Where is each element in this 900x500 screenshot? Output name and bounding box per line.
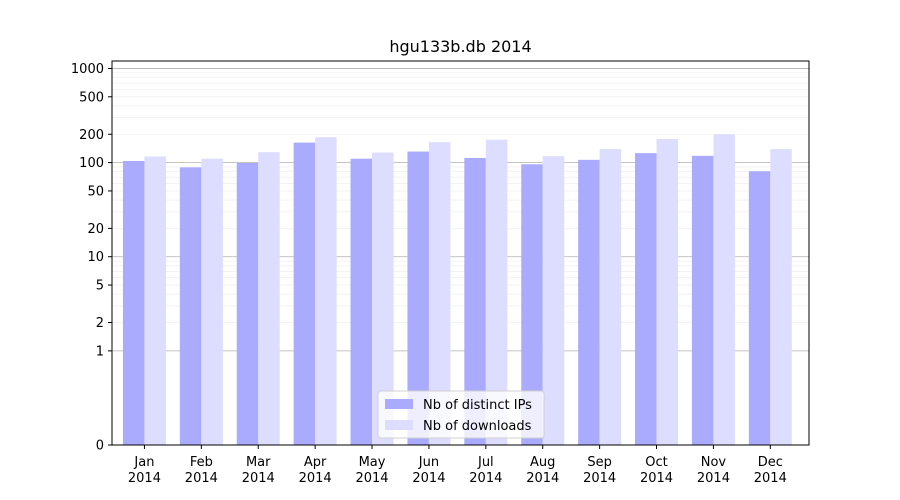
x-tick-label: May 2014 [355,455,388,486]
bar-downloads [599,149,622,445]
bar-downloads [372,152,394,445]
x-tick-label: Aug 2014 [526,455,559,486]
y-tick-label: 500 [79,90,104,105]
x-tick-label: Nov 2014 [697,455,730,486]
legend-box [377,390,545,439]
x-tick-label: Jun 2014 [412,455,445,486]
bar-distinct-ips [179,167,202,446]
x-axis: Jan 2014 Feb 2014 Mar 2014 Apr 2014 May 2014 Jun 20… [128,445,787,486]
legend-swatch [385,420,413,430]
bar-downloads [542,156,565,445]
x-tick-label: Apr 2014 [299,455,332,486]
y-tick-label: 2 [96,316,104,331]
y-axis: 0 1 2 5 10 20 50 100 200 500 1000 [71,62,112,454]
bar-distinct-ips [635,153,657,445]
y-tick-label: 1000 [71,62,104,77]
bar-distinct-ips [122,160,145,445]
legend: Nb of distinct IPs Nb of downloads [377,390,545,439]
chart-title: hgu133b.db 2014 [389,37,531,56]
bar-distinct-ips [407,151,429,445]
bar-downloads [770,149,792,445]
bar-downloads [144,156,166,446]
bar-downloads [315,137,337,446]
legend-label: Nb of distinct IPs [423,398,532,413]
bar-downloads [201,158,223,445]
y-tick-label: 20 [87,222,104,237]
bar-distinct-ips [748,171,771,445]
x-tick-label: Oct 2014 [640,455,673,486]
x-tick-label: Jan 2014 [128,455,161,486]
bar-distinct-ips [350,158,373,445]
bar-distinct-ips [236,163,259,445]
bar-downloads [485,139,508,446]
bar-distinct-ips [464,157,486,446]
x-tick-label: Mar 2014 [242,455,275,486]
x-tick-label: Dec 2014 [754,455,787,486]
x-tick-label: Jul 2014 [469,455,502,486]
bars [122,134,792,446]
y-tick-label: 50 [87,184,104,199]
bar-downloads [428,142,451,446]
y-tick-label: 5 [96,279,104,294]
bar-distinct-ips [578,159,600,446]
plot-frame [111,60,810,446]
legend-swatch [385,399,413,409]
y-tick-label: 1 [96,344,104,359]
x-tick-label: Feb 2014 [185,455,218,486]
bar-distinct-ips [293,142,316,445]
y-tick-label: 0 [96,439,104,454]
bar-distinct-ips [691,155,714,445]
y-tick-label: 10 [87,250,104,265]
bar-distinct-ips [521,164,543,445]
x-tick-label: Sep 2014 [583,455,616,486]
bar-downloads [713,134,735,445]
y-tick-label: 100 [79,156,104,171]
bar-downloads [258,152,280,445]
y-tick-label: 200 [79,128,104,143]
legend-label: Nb of downloads [423,419,532,434]
bar-downloads [656,139,679,445]
